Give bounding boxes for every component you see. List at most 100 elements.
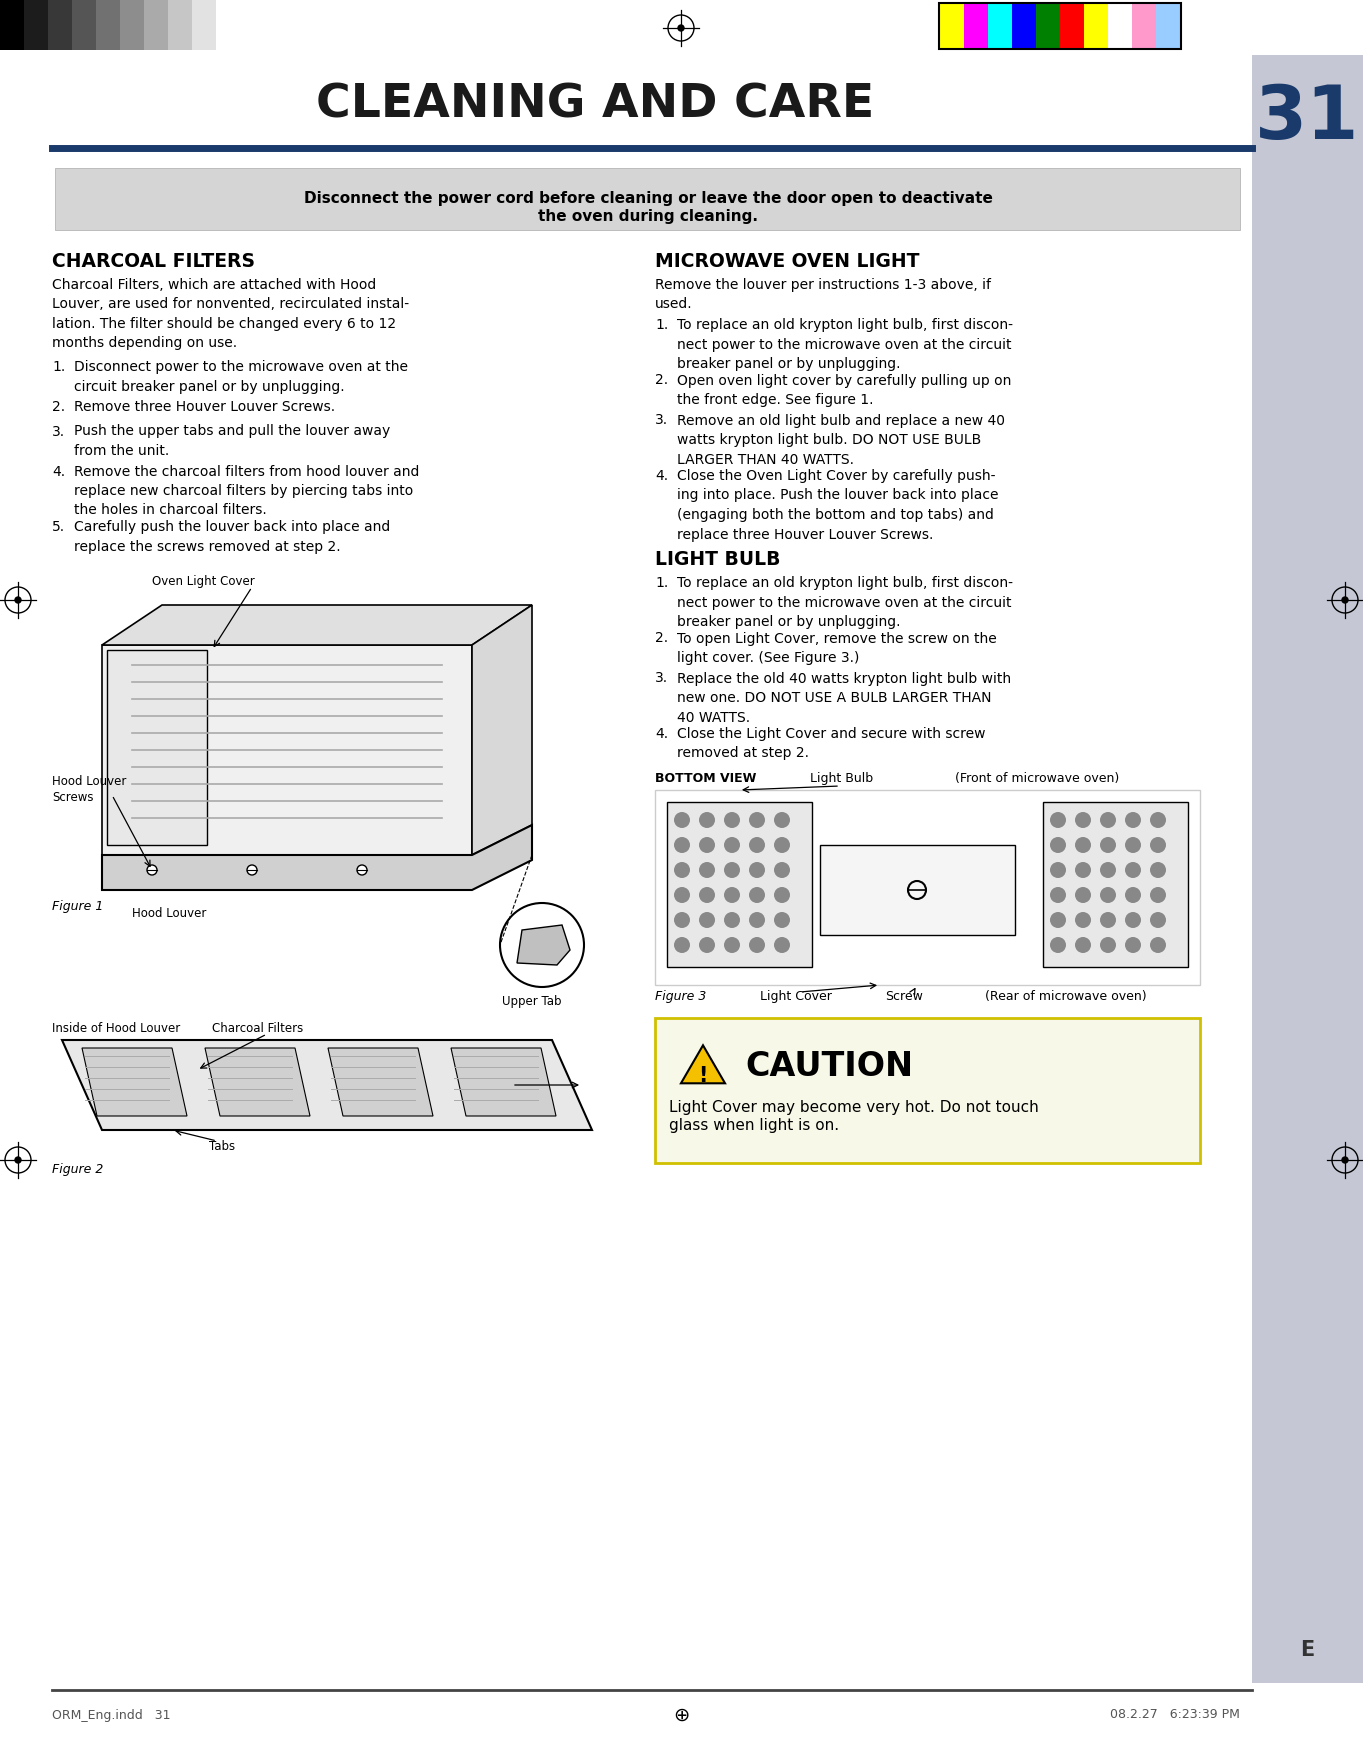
- Text: Inside of Hood Louver: Inside of Hood Louver: [52, 1022, 180, 1036]
- Text: Figure 3: Figure 3: [656, 991, 706, 1003]
- Polygon shape: [102, 826, 532, 890]
- Bar: [1156, 3, 1180, 49]
- Circle shape: [1150, 937, 1165, 952]
- Bar: [1108, 3, 1133, 49]
- Circle shape: [1124, 937, 1141, 952]
- Bar: [667, 801, 812, 966]
- Text: Light Bulb: Light Bulb: [810, 772, 874, 786]
- Text: Screw: Screw: [885, 991, 923, 1003]
- Circle shape: [673, 886, 690, 904]
- Bar: [215, 0, 240, 50]
- Circle shape: [673, 862, 690, 878]
- Text: LIGHT BULB: LIGHT BULB: [656, 549, 781, 568]
- Text: BOTTOM VIEW: BOTTOM VIEW: [656, 772, 756, 786]
- Text: the oven during cleaning.: the oven during cleaning.: [538, 209, 758, 224]
- Circle shape: [1150, 886, 1165, 904]
- Circle shape: [699, 862, 716, 878]
- Circle shape: [750, 862, 765, 878]
- Bar: [72, 0, 95, 50]
- Circle shape: [750, 937, 765, 952]
- Text: 2.: 2.: [52, 400, 65, 414]
- Circle shape: [750, 912, 765, 928]
- Circle shape: [750, 838, 765, 853]
- Circle shape: [357, 866, 367, 874]
- Text: 1.: 1.: [656, 575, 668, 589]
- Text: Close the Oven Light Cover by carefully push-
ing into place. Push the louver ba: Close the Oven Light Cover by carefully …: [677, 469, 999, 542]
- Text: Remove an old light bulb and replace a new 40
watts krypton light bulb. DO NOT U: Remove an old light bulb and replace a n…: [677, 414, 1005, 466]
- Circle shape: [724, 937, 740, 952]
- Text: CAUTION: CAUTION: [746, 1050, 913, 1083]
- Bar: [940, 3, 964, 49]
- Circle shape: [1075, 838, 1090, 853]
- Polygon shape: [328, 1048, 433, 1116]
- Circle shape: [15, 1158, 20, 1163]
- Text: 4.: 4.: [656, 469, 668, 483]
- Circle shape: [1124, 886, 1141, 904]
- Circle shape: [1343, 1158, 1348, 1163]
- Circle shape: [1050, 838, 1066, 853]
- Polygon shape: [102, 645, 472, 855]
- Circle shape: [774, 937, 791, 952]
- Circle shape: [1100, 912, 1116, 928]
- Bar: [192, 0, 215, 50]
- Bar: [1084, 3, 1108, 49]
- Bar: [1036, 3, 1060, 49]
- Bar: [55, 169, 1240, 229]
- Bar: [144, 0, 168, 50]
- Circle shape: [750, 812, 765, 827]
- Circle shape: [724, 886, 740, 904]
- Circle shape: [1050, 862, 1066, 878]
- Text: (Front of microwave oven): (Front of microwave oven): [955, 772, 1119, 786]
- Text: 4.: 4.: [52, 464, 65, 478]
- Text: CLEANING AND CARE: CLEANING AND CARE: [316, 82, 874, 127]
- Bar: [120, 0, 144, 50]
- Circle shape: [699, 912, 716, 928]
- Text: 3.: 3.: [656, 414, 668, 428]
- Circle shape: [774, 838, 791, 853]
- Text: Close the Light Cover and secure with screw
removed at step 2.: Close the Light Cover and secure with sc…: [677, 726, 985, 761]
- Circle shape: [724, 912, 740, 928]
- Circle shape: [699, 812, 716, 827]
- Bar: [1133, 3, 1156, 49]
- Text: 3.: 3.: [52, 424, 65, 438]
- Text: Upper Tab: Upper Tab: [502, 994, 562, 1008]
- Circle shape: [247, 866, 258, 874]
- Bar: [0, 0, 25, 50]
- Circle shape: [1100, 812, 1116, 827]
- Text: glass when light is on.: glass when light is on.: [669, 1118, 840, 1133]
- Circle shape: [1150, 912, 1165, 928]
- Circle shape: [1100, 937, 1116, 952]
- Text: Figure 2: Figure 2: [52, 1163, 104, 1177]
- Circle shape: [1050, 886, 1066, 904]
- Circle shape: [1075, 862, 1090, 878]
- Polygon shape: [82, 1048, 187, 1116]
- Circle shape: [750, 886, 765, 904]
- Circle shape: [1150, 812, 1165, 827]
- Text: Replace the old 40 watts krypton light bulb with
new one. DO NOT USE A BULB LARG: Replace the old 40 watts krypton light b…: [677, 671, 1011, 725]
- Bar: [25, 0, 48, 50]
- Text: (Rear of microwave oven): (Rear of microwave oven): [985, 991, 1146, 1003]
- Text: Hood Louver: Hood Louver: [132, 907, 206, 919]
- Circle shape: [774, 912, 791, 928]
- Circle shape: [724, 812, 740, 827]
- Text: Light Cover: Light Cover: [761, 991, 831, 1003]
- Circle shape: [724, 838, 740, 853]
- Text: 3.: 3.: [656, 671, 668, 685]
- Circle shape: [774, 812, 791, 827]
- Circle shape: [1100, 886, 1116, 904]
- Circle shape: [724, 862, 740, 878]
- Bar: [656, 791, 1199, 985]
- Circle shape: [673, 912, 690, 928]
- Text: Figure 1: Figure 1: [52, 900, 104, 912]
- Circle shape: [15, 596, 20, 603]
- Polygon shape: [204, 1048, 309, 1116]
- Text: Oven Light Cover: Oven Light Cover: [153, 575, 255, 587]
- Text: Disconnect power to the microwave oven at the
circuit breaker panel or by unplug: Disconnect power to the microwave oven a…: [74, 360, 408, 393]
- Text: Light Cover may become very hot. Do not touch: Light Cover may become very hot. Do not …: [669, 1100, 1039, 1116]
- Polygon shape: [61, 1039, 592, 1130]
- Bar: [95, 0, 120, 50]
- Circle shape: [1150, 838, 1165, 853]
- Bar: [1060, 3, 1084, 49]
- Circle shape: [774, 886, 791, 904]
- Circle shape: [1124, 812, 1141, 827]
